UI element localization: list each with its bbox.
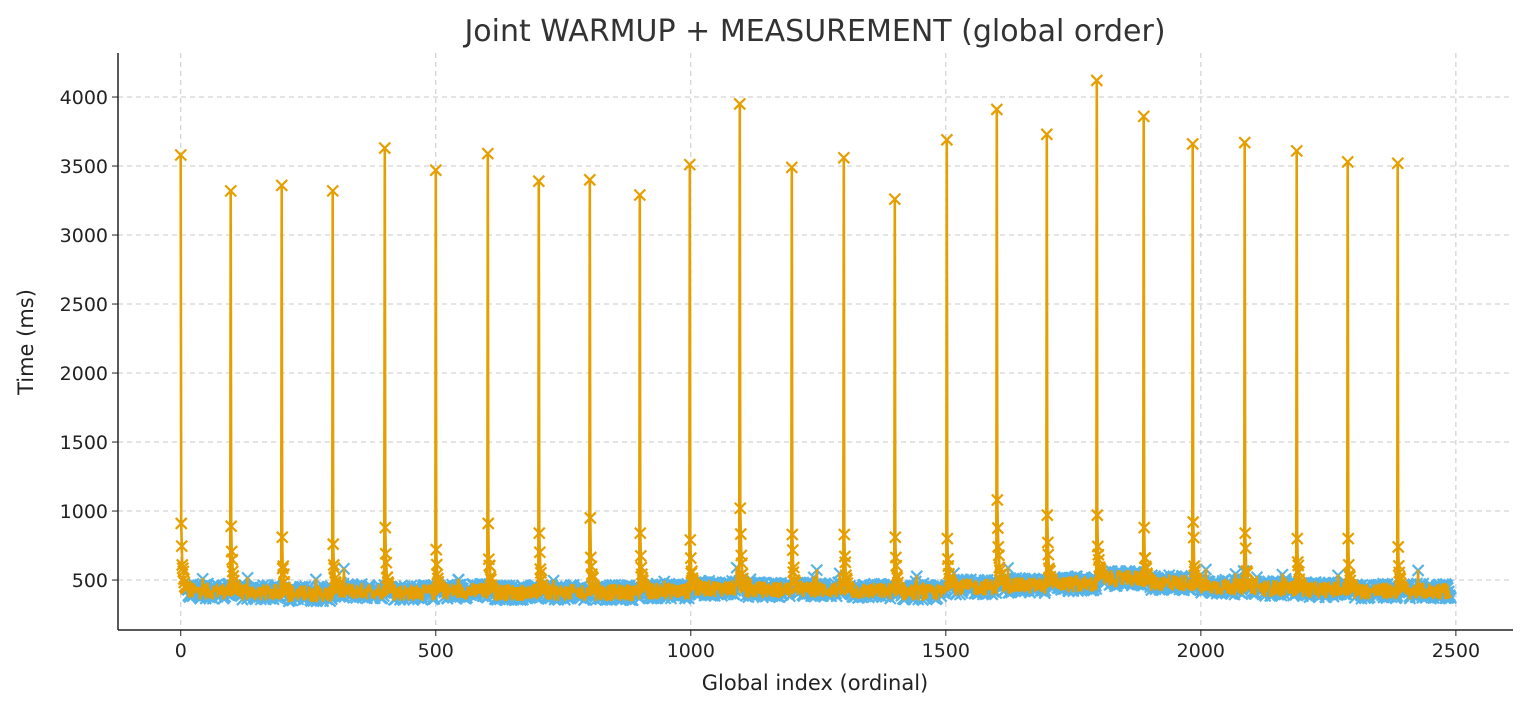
chart-title: Joint WARMUP + MEASUREMENT (global order… (462, 14, 1165, 49)
y-tick-label: 2500 (60, 294, 108, 316)
x-tick-label: 1000 (667, 640, 715, 662)
series-line (179, 79, 1453, 603)
y-tick-label: 1000 (60, 501, 108, 523)
y-axis-label: Time (ms) (14, 289, 38, 396)
y-tick-label: 2000 (60, 363, 108, 385)
grid (118, 53, 1513, 630)
x-tick-label: 2000 (1177, 640, 1225, 662)
x-tick-label: 2500 (1432, 640, 1480, 662)
y-tick-label: 3500 (60, 156, 108, 178)
x-tick-label: 0 (175, 640, 187, 662)
y-tick-label: 500 (72, 570, 108, 592)
x-tick-label: 1500 (922, 640, 970, 662)
x-axis-label: Global index (ordinal) (702, 671, 928, 695)
y-tick-label: 1500 (60, 432, 108, 454)
y-tick-label: 4000 (60, 87, 108, 109)
x-tick-label: 500 (418, 640, 454, 662)
data-marks (174, 74, 1458, 608)
y-tick-label: 3000 (60, 225, 108, 247)
